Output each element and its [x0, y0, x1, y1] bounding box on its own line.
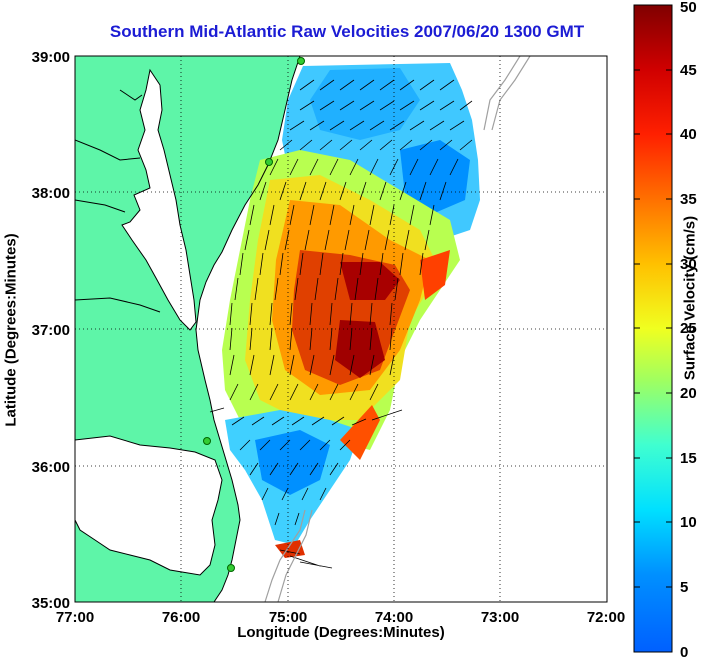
- coastline: [195, 56, 301, 602]
- colorbar-tick-labels: 0 5 10 15 20 25 30 35 40 45 50: [680, 0, 697, 659]
- colorbar-tick-label: 15: [680, 450, 697, 467]
- colorbar-label: Surface Velocity (cm/s): [681, 215, 699, 381]
- colorbar-tick-label: 50: [680, 0, 697, 16]
- colorbar-tick-label: 0: [680, 644, 688, 659]
- albemarle-sound: [75, 435, 223, 576]
- colorbar-tick-label: 20: [680, 385, 697, 402]
- bathymetry-contours: [264, 56, 531, 602]
- colorbar-tick-label: 10: [680, 514, 697, 531]
- map-title: Southern Mid-Atlantic Raw Velocities 200…: [109, 22, 585, 41]
- colorbar: [633, 4, 673, 653]
- velocity-field: [222, 63, 480, 558]
- x-tick-label: 73:00: [481, 609, 519, 626]
- grid-lines: [75, 56, 607, 602]
- y-tick-label: 39:00: [32, 49, 70, 66]
- plot-frame: [74, 55, 608, 603]
- x-axis-ticks: 77:00 76:00 75:00 74:00 73:00 72:00: [56, 609, 625, 626]
- x-tick-label: 75:00: [269, 609, 307, 626]
- x-tick-label: 74:00: [375, 609, 413, 626]
- colorbar-tick-label: 40: [680, 126, 697, 143]
- y-tick-label: 35:00: [32, 595, 70, 612]
- radar-stations: [203, 57, 305, 572]
- colorbar-tick-label: 35: [680, 191, 697, 208]
- x-tick-label: 77:00: [56, 609, 94, 626]
- y-tick-label: 37:00: [32, 322, 70, 339]
- colorbar-tick-label: 45: [680, 62, 697, 79]
- x-axis-label: Longitude (Degrees:Minutes): [237, 624, 445, 641]
- velocity-arrows: [209, 79, 473, 569]
- colorbar-tick-label: 25: [680, 320, 697, 337]
- y-axis-label: Latitude (Degrees:Minutes): [2, 233, 20, 427]
- x-tick-label: 72:00: [587, 609, 625, 626]
- colorbar-ticks: [634, 4, 672, 588]
- river-inlet: [75, 89, 161, 313]
- colorbar-tick-label: 30: [680, 256, 697, 273]
- y-tick-label: 38:00: [32, 185, 70, 202]
- x-tick-label: 76:00: [162, 609, 200, 626]
- y-tick-label: 36:00: [32, 459, 70, 476]
- y-axis-ticks: 39:00 38:00 37:00 36:00 35:00: [32, 49, 70, 612]
- colorbar-tick-label: 5: [680, 579, 688, 596]
- chesapeake-bay: [121, 68, 197, 331]
